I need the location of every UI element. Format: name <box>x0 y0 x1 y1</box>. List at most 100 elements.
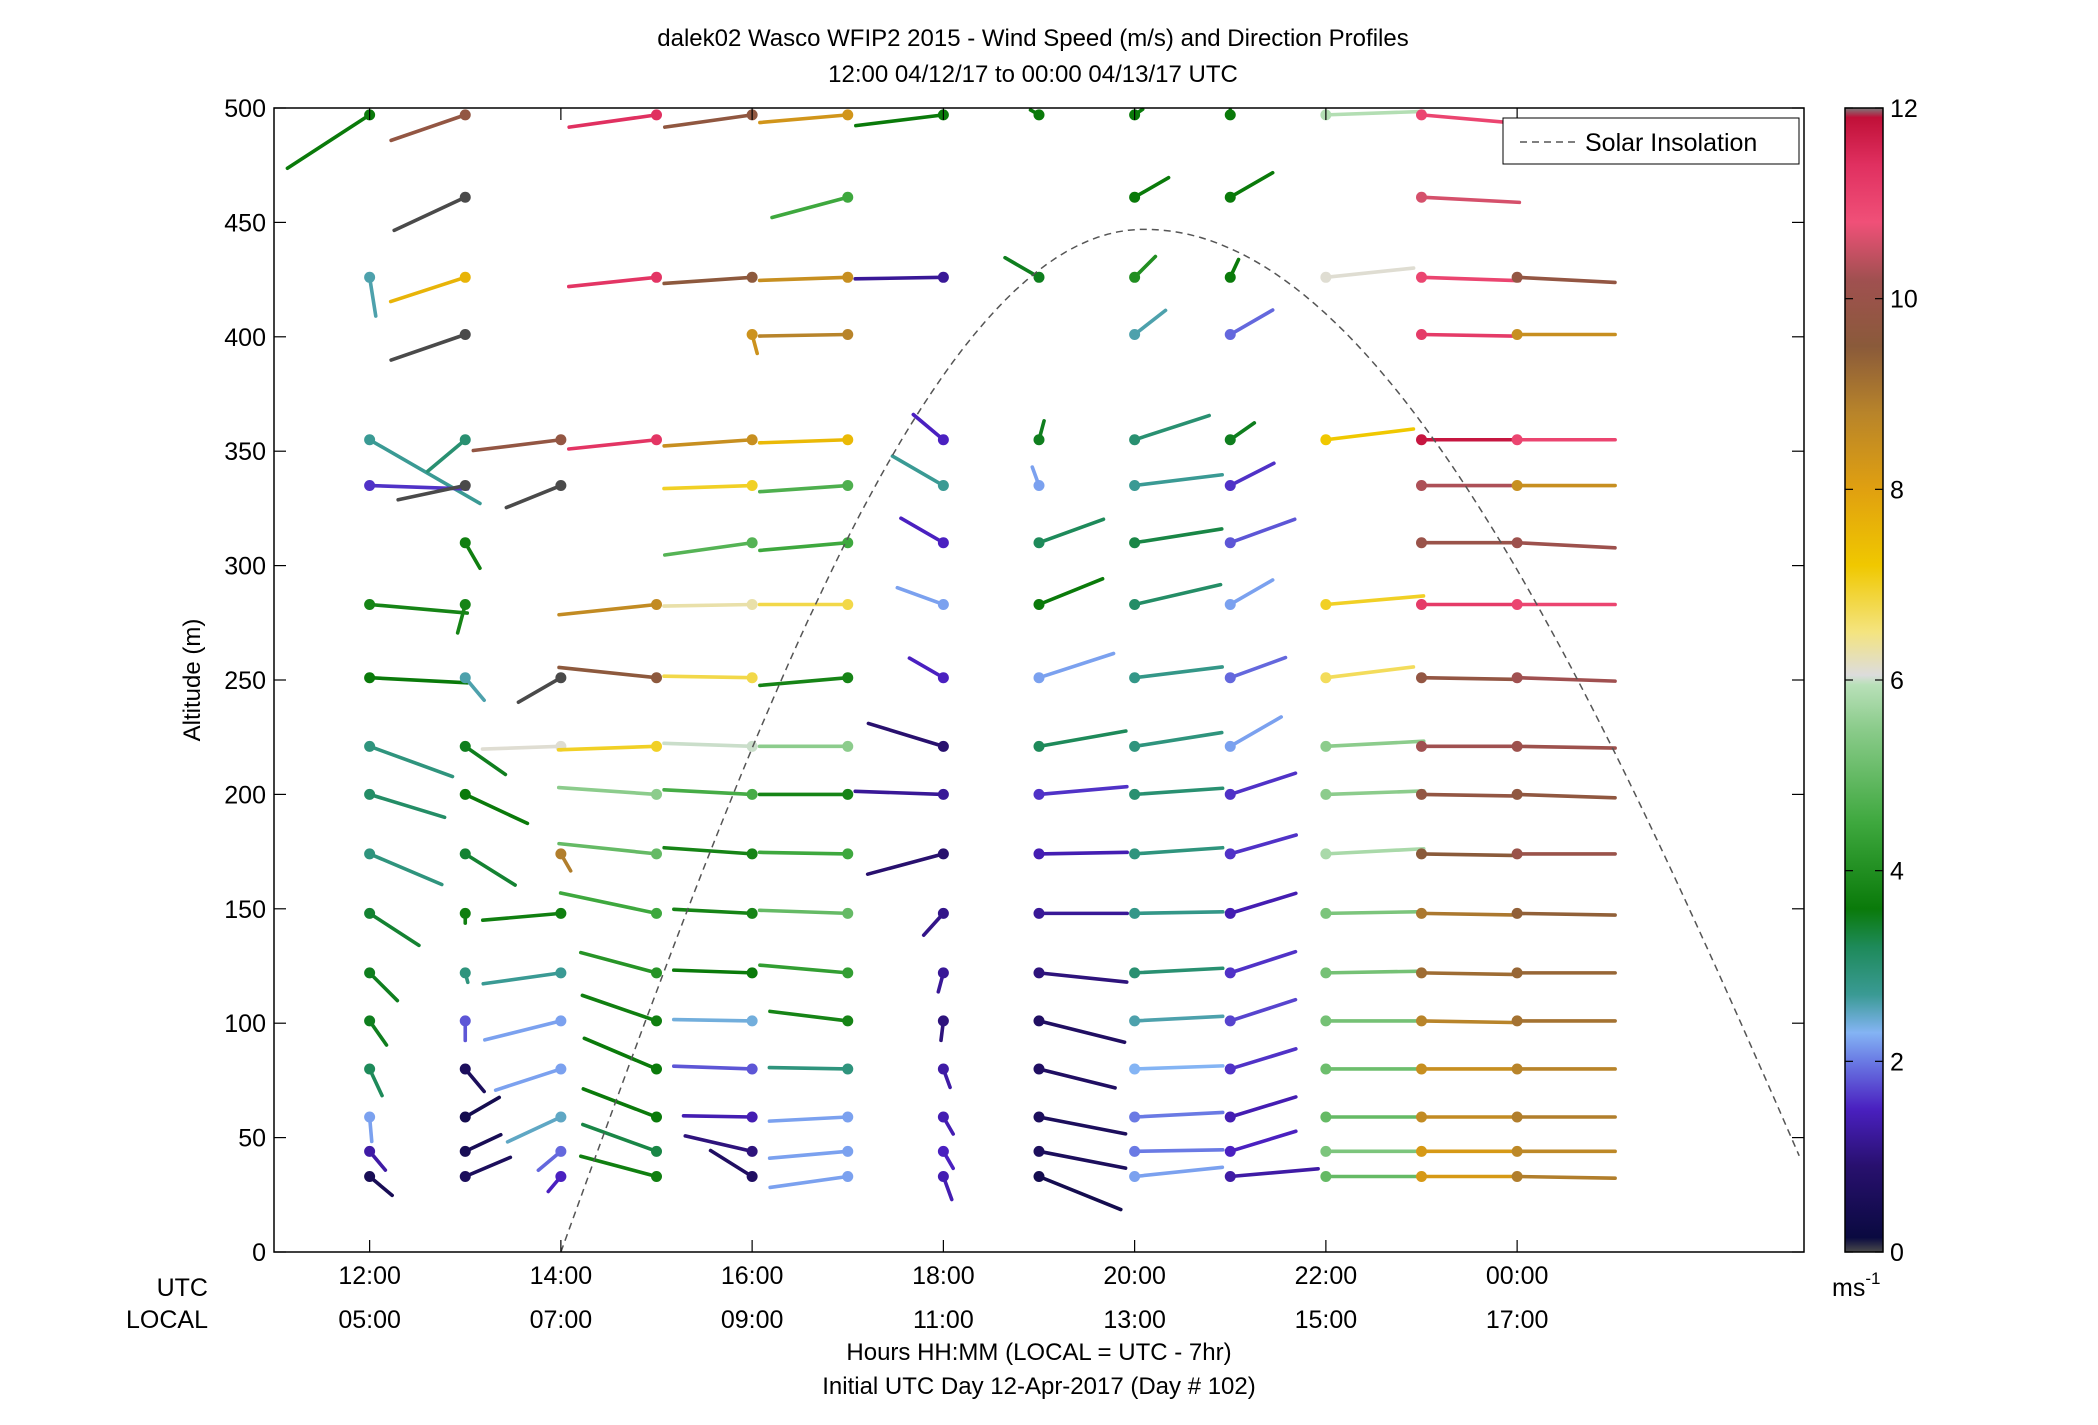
wind-barb-dot <box>459 1063 471 1075</box>
wind-barb-dot <box>1033 907 1045 919</box>
x-tick-label-local: 13:00 <box>1103 1306 1166 1334</box>
wind-barb-line <box>1037 1115 1128 1136</box>
wind-barb-dot <box>364 788 376 800</box>
wind-barb-dot <box>746 1145 758 1157</box>
wind-barb-line <box>757 437 850 445</box>
wind-barb-dot <box>746 480 758 492</box>
x-tick-label-local: 07:00 <box>530 1306 593 1334</box>
wind-barb-dot <box>1129 1170 1141 1182</box>
wind-barb-line <box>1228 170 1275 200</box>
wind-barb-line <box>1037 729 1128 749</box>
wind-barb-line <box>1132 1064 1225 1071</box>
wind-barb-dot <box>1416 1015 1427 1027</box>
wind-barb-dot <box>459 1170 471 1182</box>
wind-barb-line <box>463 1095 501 1119</box>
wind-barb-line <box>770 195 850 220</box>
wind-barb-dot <box>364 740 376 752</box>
wind-barb-dot <box>937 740 949 752</box>
wind-barb-dot <box>1320 848 1332 860</box>
wind-barb-dot <box>1224 788 1236 800</box>
wind-barb-dot <box>1320 672 1332 684</box>
wind-barb-dot <box>937 480 949 492</box>
wind-barb-line <box>1419 275 1522 283</box>
wind-barb-dot <box>1416 740 1427 752</box>
wind-barb-dot <box>459 537 471 549</box>
wind-barb-line <box>1515 540 1617 550</box>
wind-barb-line <box>890 454 946 488</box>
wind-barb-line <box>1228 578 1275 607</box>
wind-barb-line <box>1132 308 1168 337</box>
wind-barb-line <box>662 602 754 608</box>
wind-barb-line <box>557 602 659 617</box>
wind-barb-dot <box>1511 329 1523 341</box>
wind-barb-dot <box>364 1145 376 1157</box>
wind-barb-dot <box>1511 967 1523 979</box>
wind-barb-line <box>671 1064 754 1071</box>
wind-barb-line <box>463 852 517 887</box>
wind-barb-line <box>480 744 563 751</box>
wind-barb-line <box>1324 665 1416 680</box>
y-tick-label: 400 <box>224 324 266 352</box>
wind-barb-line <box>1132 910 1225 916</box>
wind-barbs <box>285 107 1617 1212</box>
wind-barb-dot <box>459 329 471 341</box>
wind-barb-dot <box>1511 788 1523 800</box>
wind-barb-dot <box>842 1111 854 1123</box>
wind-barb-dot <box>1129 1015 1141 1027</box>
wind-barb-dot <box>1416 537 1427 549</box>
legend-box <box>1502 117 1800 165</box>
wind-barb-line <box>367 971 400 1003</box>
wind-barb-dot <box>1033 672 1045 684</box>
wind-barb-line <box>581 1122 659 1154</box>
wind-barb-dot <box>555 1111 567 1123</box>
wind-barb-line <box>556 744 659 752</box>
wind-barb-dot <box>937 1145 949 1157</box>
wind-barb-dot <box>651 598 662 610</box>
wind-barb-line <box>1132 582 1223 607</box>
x-tick-label-utc: 18:00 <box>912 1262 975 1290</box>
wind-barb-line <box>1228 655 1288 680</box>
wind-barb-dot <box>1511 537 1523 549</box>
wind-barb-dot <box>842 1145 854 1157</box>
wind-barb-line <box>1228 308 1275 337</box>
wind-barb-line <box>758 675 850 688</box>
wind-barb-line <box>911 412 946 442</box>
wind-barb-dot <box>459 967 471 979</box>
x-axis-ticks: 12:00 05:00 14:00 07:00 16:00 09:00 18:00 11:00… <box>338 108 1548 1334</box>
wind-barb-line <box>1324 969 1426 975</box>
wind-barb-dot <box>937 1063 949 1075</box>
wind-barb-dot <box>459 1145 471 1157</box>
wind-barb-dot <box>746 967 758 979</box>
wind-barb-dot <box>746 1063 758 1075</box>
wind-barb-dot <box>746 788 758 800</box>
wind-barb-dot <box>1416 191 1427 203</box>
wind-barb-dot <box>364 434 376 446</box>
wind-barb-line <box>493 1067 563 1092</box>
wind-barb-dot <box>1033 109 1045 121</box>
wind-barb-line <box>757 332 850 338</box>
wind-barb-dot <box>1129 740 1141 752</box>
wind-barb-dot <box>1416 967 1427 979</box>
wind-barb-line <box>367 602 470 615</box>
wind-barb-dot <box>937 907 949 919</box>
wind-barb-line <box>1228 517 1297 545</box>
wind-barb-dot <box>364 848 376 860</box>
wind-barb-line <box>1132 665 1224 680</box>
wind-barb-dot <box>1511 434 1523 446</box>
wind-barb-line <box>1324 909 1426 916</box>
wind-barb-line <box>907 656 946 680</box>
wind-barb-dot <box>459 672 471 684</box>
wind-barb-dot <box>1129 191 1141 203</box>
wind-barb-line <box>578 950 659 975</box>
wind-barb-line <box>1419 792 1522 798</box>
wind-barb-line <box>767 1115 850 1123</box>
wind-barb-line <box>662 540 754 557</box>
wind-barb-dot <box>1033 1111 1045 1123</box>
wind-barb-line <box>1324 427 1416 442</box>
wind-barb-dot <box>1320 1111 1332 1123</box>
wind-barb-line <box>581 1087 659 1119</box>
wind-barb-dot <box>1129 1111 1141 1123</box>
wind-barb-line <box>865 852 946 876</box>
wind-barb-dot <box>651 1145 662 1157</box>
y-axis-label: Altitude (m) <box>179 619 206 742</box>
